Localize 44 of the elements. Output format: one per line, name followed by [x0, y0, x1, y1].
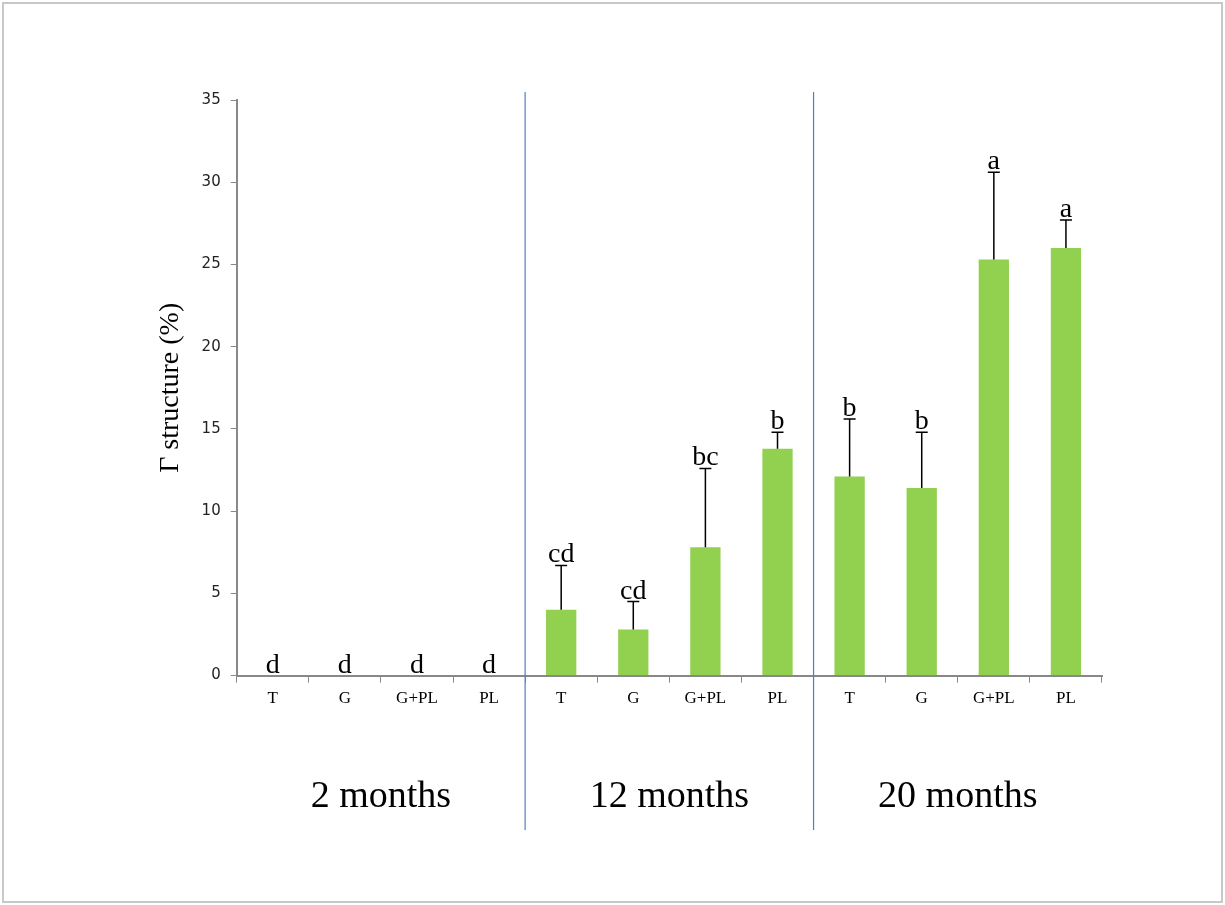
data-label: b	[842, 391, 857, 423]
x-tick-label: PL	[479, 688, 499, 708]
data-label: cd	[620, 573, 647, 605]
y-tick-label: 25	[201, 254, 221, 273]
bar	[618, 629, 649, 676]
data-label: b	[770, 404, 785, 436]
x-tick-label: G	[915, 688, 928, 708]
bar	[546, 609, 577, 676]
y-axis-title: Γ structure (%)	[153, 302, 185, 473]
bar	[1050, 248, 1082, 676]
text: 12 months	[589, 772, 750, 815]
y-tick-label: 20	[201, 336, 221, 355]
x-tick-label: G+PL	[972, 688, 1015, 708]
x-tick-label: G	[627, 688, 640, 708]
x-tick-label: PL	[767, 688, 788, 708]
data-label: bc	[692, 440, 719, 472]
x-tick-label: G+PL	[396, 688, 438, 708]
bar	[906, 488, 937, 676]
x-tick-label: PL	[1056, 688, 1076, 708]
data-label: cd	[547, 537, 575, 569]
x-tick-label: G+PL	[684, 688, 727, 708]
y-tick-label: 15	[201, 418, 221, 437]
x-tick-label: T	[555, 688, 567, 708]
data-label: d	[409, 647, 424, 679]
bar	[834, 476, 865, 676]
data-label: b	[914, 404, 929, 436]
bar	[978, 259, 1009, 676]
data-label: d	[482, 647, 497, 679]
x-tick-label: T	[267, 688, 279, 708]
y-tick-label: 35	[201, 89, 221, 108]
y-tick-label: 0	[211, 665, 221, 684]
data-label: a	[1059, 192, 1073, 224]
x-tick-label: T	[844, 688, 856, 708]
data-label: a	[987, 144, 1001, 176]
data-label: d	[265, 647, 280, 679]
y-tick-label: 5	[211, 583, 221, 602]
data-label: d	[337, 647, 352, 679]
y-tick-label: 30	[201, 172, 221, 191]
x-tick-label: G	[338, 688, 351, 708]
text: 20 months	[878, 772, 1038, 815]
text: 2 months	[310, 772, 452, 815]
bar	[690, 547, 721, 676]
bar	[762, 448, 793, 676]
y-tick-label: 10	[201, 501, 221, 520]
